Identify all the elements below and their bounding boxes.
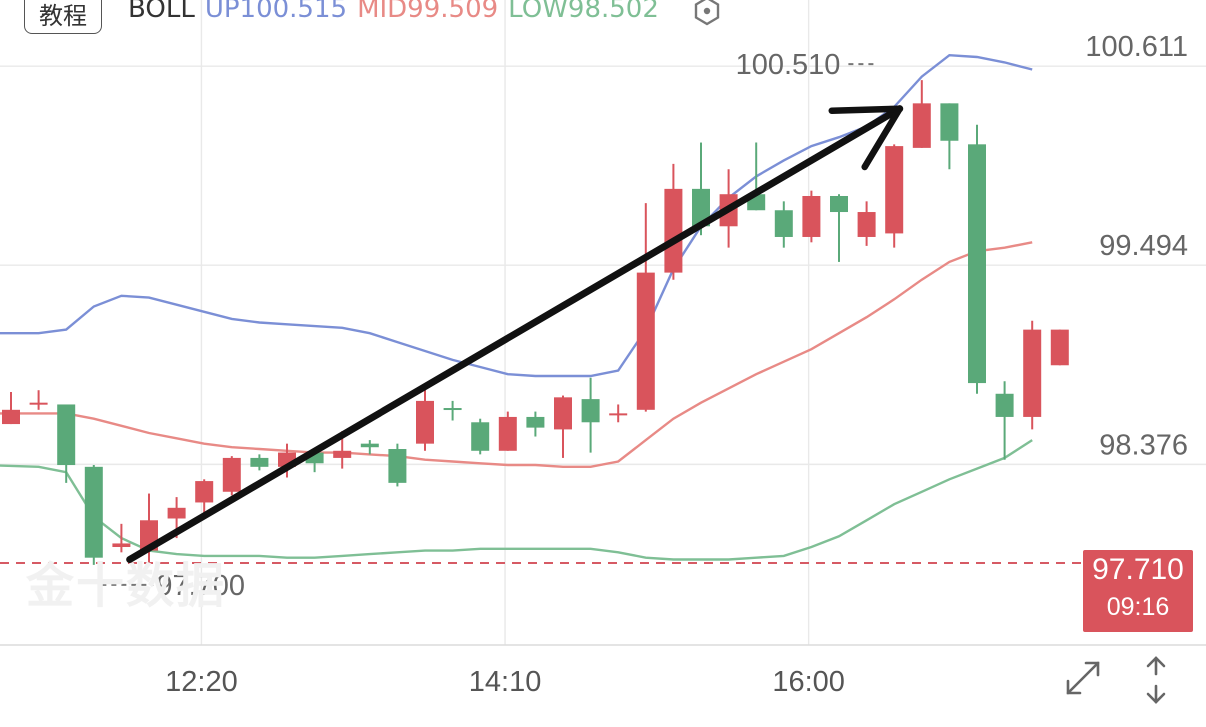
high-price-label: 100.510 — [736, 49, 841, 81]
y-tick-label-2: 98.376 — [1099, 429, 1188, 461]
axis-labels: 100.611 99.494 98.376 12:20 14:10 16:00 — [165, 31, 1188, 698]
boll-low-value: LOW98.502 — [508, 0, 659, 24]
candle-body-23 — [636, 272, 655, 410]
hexagon-settings-icon[interactable] — [692, 0, 722, 26]
annotations: 100.510 97.700 — [0, 49, 1083, 602]
candle-body-12 — [333, 450, 352, 458]
trend-arrow-line — [126, 105, 904, 563]
candle-body-17 — [471, 422, 490, 451]
candle-body-18 — [498, 416, 517, 451]
trend-arrow-head — [828, 105, 903, 171]
boll-low-line — [0, 439, 1033, 561]
indicator-name[interactable]: BOLL — [128, 0, 195, 24]
boll-up-value: UP100.515 — [204, 0, 348, 24]
current-price-tag: 97.710 09:16 — [1083, 550, 1193, 632]
candle-body-20 — [554, 397, 572, 430]
candle-body-3 — [84, 466, 103, 558]
candle-body-0 — [2, 409, 20, 425]
candle-body-11 — [305, 452, 324, 464]
boll-mid-line — [0, 241, 1033, 468]
candle-body-2 — [57, 404, 76, 466]
x-tick-label-0: 12:20 — [165, 666, 238, 698]
candle-body-22 — [609, 413, 628, 416]
y-tick-label-1: 99.494 — [1099, 230, 1188, 262]
candle-body-19 — [526, 416, 545, 428]
indicator-bar: 教程 BOLL UP100.515 MID99.509 LOW98.502 — [0, 0, 1206, 38]
candle-body-9 — [250, 457, 269, 467]
candle-body-25 — [692, 188, 710, 227]
candle-body-24 — [664, 188, 683, 273]
low-price-label: 97.700 — [156, 570, 245, 602]
candle-body-15 — [416, 400, 434, 444]
candle-body-37 — [1023, 329, 1042, 417]
candle-body-21 — [581, 399, 600, 423]
x-tick-label-2: 16:00 — [772, 666, 845, 698]
candle-body-6 — [167, 507, 186, 519]
candle-body-8 — [222, 457, 241, 492]
candle-body-38 — [1050, 329, 1069, 366]
boll-legend: BOLL UP100.515 MID99.509 LOW98.502 — [128, 0, 669, 24]
tutorial-button[interactable]: 教程 — [24, 0, 102, 34]
candle-body-33 — [912, 103, 931, 148]
candle-body-35 — [968, 144, 986, 384]
current-price: 97.710 — [1092, 553, 1184, 586]
candle-body-13 — [360, 443, 379, 448]
candle-body-14 — [388, 449, 407, 483]
boll-mid-value: MID99.509 — [357, 0, 499, 24]
candle-body-28 — [774, 210, 793, 237]
candle-body-32 — [885, 146, 904, 234]
candle-body-30 — [830, 195, 848, 213]
candles — [2, 80, 1069, 565]
boll-up-line — [0, 53, 1033, 378]
candle-body-34 — [940, 103, 959, 141]
candle-body-31 — [857, 212, 876, 237]
watermark-text: 金十数据 — [26, 558, 227, 614]
vertical-resize-icon[interactable] — [1136, 652, 1176, 708]
expand-diagonal-icon[interactable] — [1060, 655, 1106, 701]
x-tick-label-1: 14:10 — [469, 666, 542, 698]
current-time: 09:16 — [1106, 593, 1170, 621]
candle-body-29 — [802, 195, 821, 237]
candle-body-16 — [443, 408, 462, 411]
candle-body-7 — [195, 481, 214, 503]
candle-body-1 — [29, 402, 48, 405]
candle-body-36 — [995, 393, 1014, 417]
candle-body-4 — [112, 543, 131, 548]
bollinger-bands — [0, 53, 1033, 561]
y-tick-label-0: 100.611 — [1085, 31, 1188, 63]
